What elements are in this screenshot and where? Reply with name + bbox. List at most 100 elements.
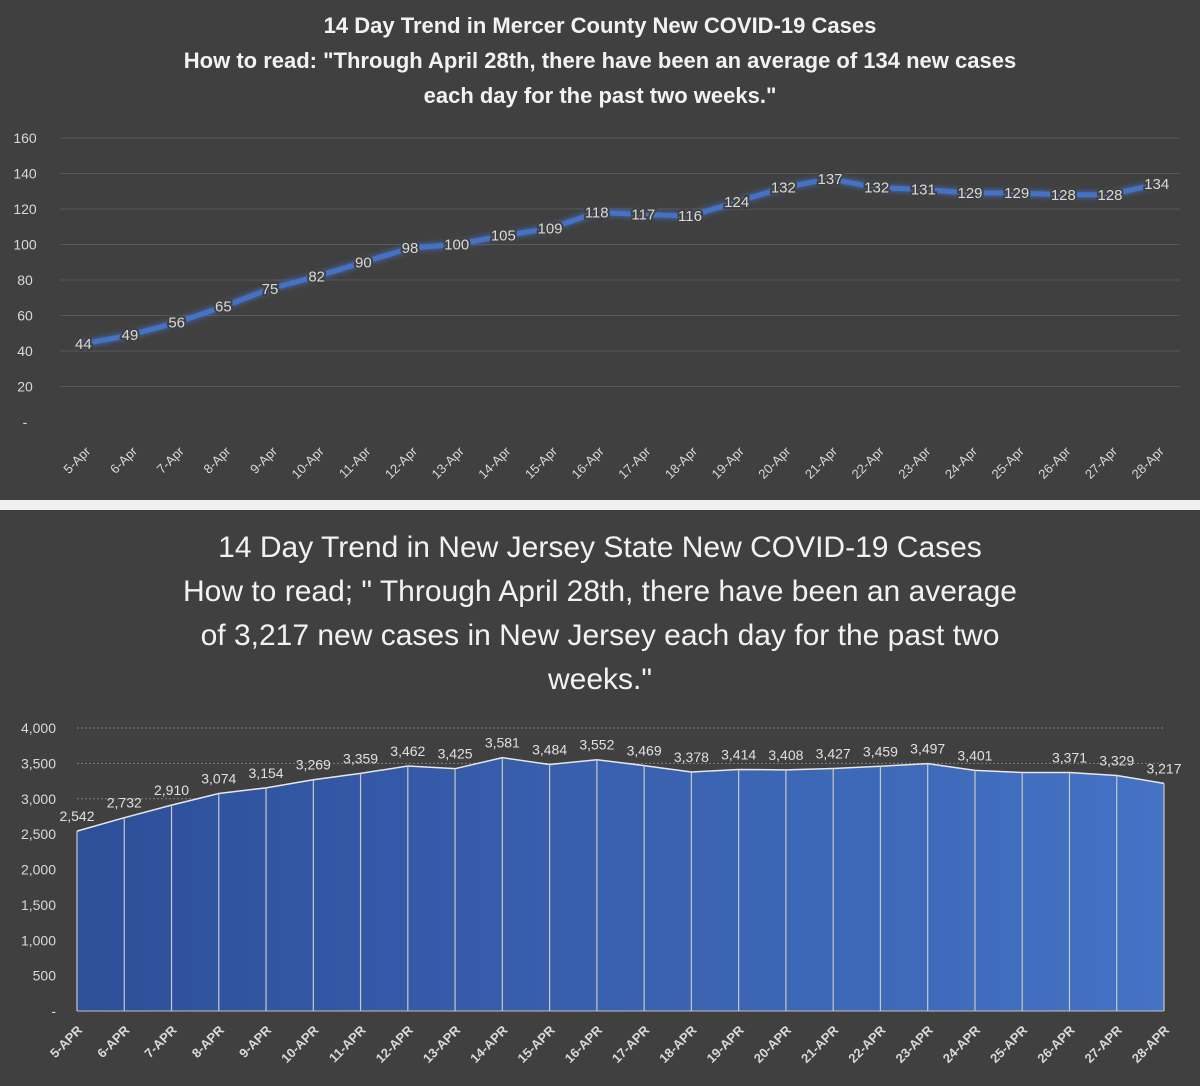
- x-tick-label: 19-Apr: [709, 443, 748, 482]
- x-tick-label: 13-Apr: [429, 443, 468, 482]
- x-tick-label: 12-Apr: [382, 443, 421, 482]
- data-label: 98: [402, 240, 419, 257]
- data-label: 132: [771, 180, 796, 197]
- y-tick-label: 120: [13, 201, 37, 217]
- x-tick-label: 24-Apr: [942, 443, 981, 482]
- y-tick-label: -: [51, 1003, 56, 1019]
- data-label: 3,371: [1052, 750, 1087, 766]
- data-label: 2,542: [59, 808, 94, 824]
- data-label: 128: [1051, 187, 1076, 204]
- y-tick-label: 140: [13, 166, 37, 182]
- x-tick-label: 5-Apr: [60, 443, 94, 477]
- data-label: 90: [355, 254, 372, 271]
- data-label: 82: [308, 268, 325, 285]
- data-label: 3,425: [438, 746, 473, 762]
- x-tick-label: 22-APR: [845, 1022, 889, 1066]
- data-label: 3,401: [957, 747, 992, 763]
- y-tick-label: 3,000: [21, 791, 56, 807]
- x-tick-label: 11-APR: [326, 1022, 369, 1065]
- data-label: 2,910: [154, 782, 189, 798]
- y-tick-label: 4,000: [21, 720, 56, 736]
- nj-area-chart: - 500 1,000 1,500 2,000 2,500 3,000 3,500 4,000 2…: [21, 720, 1182, 1066]
- data-point: [875, 186, 879, 190]
- data-label: 124: [724, 194, 749, 211]
- data-label: 109: [537, 221, 562, 238]
- x-tick-label: 14-APR: [467, 1022, 511, 1066]
- data-label: 100: [444, 237, 469, 254]
- data-label: 3,469: [627, 743, 662, 759]
- data-point: [1108, 193, 1112, 197]
- y-tick-label: 2,500: [21, 826, 56, 842]
- mercer-chart-title: 14 Day Trend in Mercer County New COVID-…: [323, 13, 877, 38]
- x-tick-label: 26-Apr: [1035, 443, 1074, 482]
- data-label: 44: [75, 336, 92, 353]
- data-label: 129: [957, 185, 982, 202]
- data-point: [595, 211, 599, 215]
- y-tick-label: 160: [13, 130, 37, 146]
- data-point: [501, 234, 505, 238]
- data-label: 129: [1004, 185, 1029, 202]
- data-label: 3,217: [1146, 760, 1181, 776]
- y-tick-label: 1,000: [21, 932, 56, 948]
- data-label: 137: [817, 171, 842, 188]
- x-tick-label: 21-Apr: [802, 443, 841, 482]
- x-tick-label: 6-APR: [94, 1022, 133, 1061]
- x-tick-label: 14-Apr: [475, 443, 514, 482]
- x-tick-label: 5-APR: [47, 1022, 86, 1061]
- y-tick-label: 100: [13, 237, 37, 253]
- data-label: 128: [1097, 187, 1122, 204]
- x-tick-label: 27-Apr: [1082, 443, 1121, 482]
- x-tick-label: 16-APR: [562, 1022, 606, 1066]
- data-label: 65: [215, 299, 232, 316]
- data-label: 3,459: [863, 743, 898, 759]
- mercer-chart-subtitle-line-2: each day for the past two weeks.": [423, 83, 777, 108]
- data-point: [1061, 193, 1065, 197]
- data-point: [81, 342, 85, 346]
- x-tick-label: 12-APR: [373, 1022, 417, 1066]
- x-tick-label: 20-APR: [751, 1022, 795, 1066]
- data-label: 117: [631, 206, 655, 223]
- y-tick-label: 3,500: [21, 755, 56, 771]
- data-label: 3,484: [532, 742, 567, 758]
- x-tick-label: 17-Apr: [615, 443, 654, 482]
- data-label: 132: [864, 180, 889, 197]
- data-point: [921, 187, 925, 191]
- data-label: 56: [168, 315, 185, 332]
- data-label: 134: [1144, 176, 1169, 193]
- series-top-line: [76, 756, 1165, 832]
- x-tick-label: 8-Apr: [200, 443, 234, 477]
- nj-chart-title-block: 14 Day Trend in New Jersey State New COV…: [0, 526, 1200, 702]
- x-tick-label: 7-Apr: [154, 443, 188, 477]
- x-tick-label: 9-APR: [236, 1022, 275, 1061]
- data-label: 3,414: [721, 746, 756, 762]
- y-tick-label: 500: [33, 968, 57, 984]
- data-point: [781, 186, 785, 190]
- x-tick-label: 17-APR: [609, 1022, 653, 1066]
- x-tick-label: 28-Apr: [1129, 443, 1168, 482]
- x-tick-label: 21-APR: [798, 1022, 842, 1066]
- data-label: 3,552: [579, 737, 614, 753]
- x-tick-label: 22-Apr: [849, 443, 888, 482]
- data-point: [735, 200, 739, 204]
- data-label: 3,154: [249, 765, 284, 781]
- x-tick-label: 23-APR: [893, 1022, 937, 1066]
- x-tick-label: 15-Apr: [522, 443, 561, 482]
- data-point: [315, 274, 319, 278]
- x-tick-label: 27-APR: [1082, 1022, 1126, 1066]
- data-label: 105: [491, 228, 516, 245]
- x-tick-label: 19-APR: [703, 1022, 747, 1066]
- data-point: [548, 227, 552, 231]
- mercer-chart-panel: 14 Day Trend in Mercer County New COVID-…: [0, 0, 1200, 500]
- nj-chart-subtitle-line-1: How to read; " Through April 28th, there…: [183, 575, 1017, 608]
- y-tick-label: 80: [17, 272, 33, 288]
- nj-chart-panel: 14 Day Trend in New Jersey State New COV…: [0, 510, 1200, 1086]
- data-point: [408, 246, 412, 250]
- y-tick-label: 20: [17, 379, 33, 395]
- x-tick-label: 16-Apr: [569, 443, 608, 482]
- chart-divider: [0, 500, 1200, 510]
- x-tick-label: 7-APR: [141, 1022, 180, 1061]
- data-point: [1015, 191, 1019, 195]
- nj-chart-subtitle-line-3: weeks.": [547, 663, 653, 696]
- data-point: [455, 243, 459, 246]
- data-label: 3,359: [343, 750, 378, 766]
